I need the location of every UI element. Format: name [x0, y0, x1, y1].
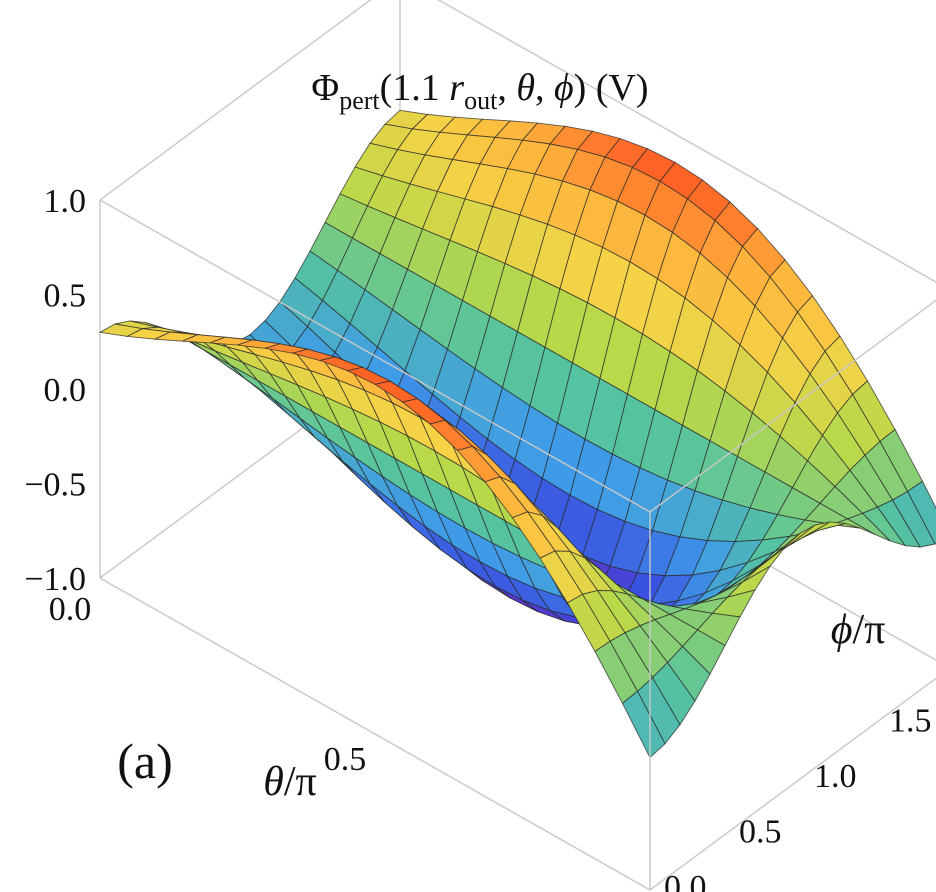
z-tick-label: −1.0: [24, 561, 86, 598]
z-tick-label: −0.5: [24, 467, 86, 504]
z-axis-ticks: −1.0 −0.5 0.0 0.5 1.0: [24, 183, 86, 598]
y-tick-label: 1.5: [889, 703, 932, 740]
box-edge: [649, 677, 936, 891]
y-tick-label: 0.5: [739, 814, 782, 851]
y-axis-ticks: 0.00.51.01.52.0: [664, 703, 932, 892]
z-tick-label: 1.0: [44, 183, 87, 220]
box-edge: [649, 299, 936, 513]
z-tick-label: 0.5: [44, 278, 87, 315]
y-tick-label: 1.0: [814, 758, 857, 795]
x-tick-label: 0.5: [324, 741, 367, 778]
x-tick-label: 0.0: [49, 591, 92, 628]
chart-title: Φpert(1.1 rout, θ, ϕ) (V): [311, 67, 648, 115]
x-axis-ticks: 0.00.51.0: [49, 591, 642, 892]
x-axis-label: θ/π: [263, 759, 317, 805]
y-axis-label: ϕ/π: [831, 607, 886, 653]
box-edge: [99, 577, 651, 891]
bounding-box-front: [99, 199, 936, 891]
y-tick-label: 0.0: [664, 869, 707, 892]
surface-cell: [621, 690, 666, 759]
z-tick-label: 0.0: [44, 372, 87, 409]
box-edge: [99, 199, 651, 513]
box-edge: [99, 0, 372, 201]
box-edge: [437, 0, 936, 283]
surface-mesh: [98, 109, 936, 759]
panel-label: (a): [117, 733, 173, 789]
